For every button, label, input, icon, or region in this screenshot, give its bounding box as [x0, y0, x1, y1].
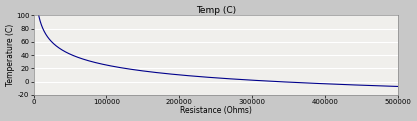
X-axis label: Resistance (Ohms): Resistance (Ohms)	[180, 106, 252, 115]
Y-axis label: Temperature (C): Temperature (C)	[5, 24, 15, 86]
Title: Temp (C): Temp (C)	[196, 6, 236, 15]
